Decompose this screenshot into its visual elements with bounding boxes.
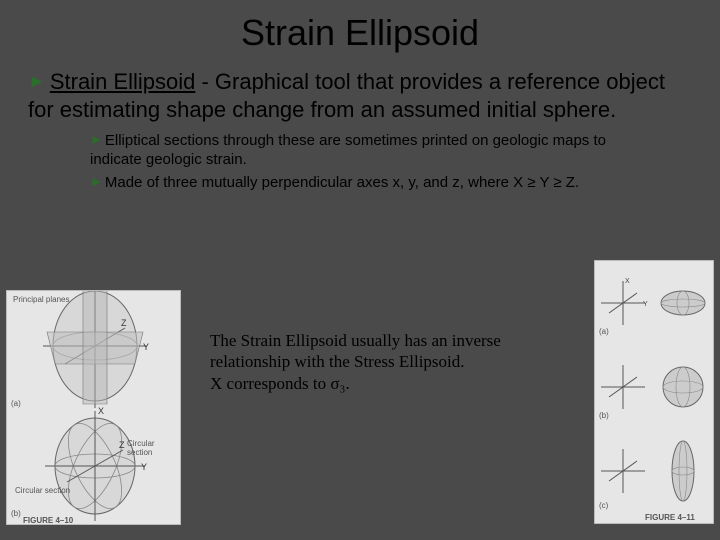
- figure-right: X Y (a) (b) (c): [594, 260, 714, 524]
- svg-text:X: X: [625, 278, 630, 285]
- fig-label-a: (a): [11, 399, 21, 408]
- sub-bullet-1: ►Elliptical sections through these are s…: [90, 131, 660, 169]
- svg-text:Z: Z: [121, 318, 127, 328]
- bullet-arrow-icon: ►: [90, 174, 103, 191]
- note-line-2: X corresponds to σ₃.: [210, 374, 350, 393]
- main-bullet: ►Strain Ellipsoid - Graphical tool that …: [28, 68, 690, 123]
- fig-r-a: (a): [599, 327, 609, 336]
- bullet-arrow-icon: ►: [28, 70, 46, 93]
- fig-label-b: (b): [11, 509, 21, 518]
- term: Strain Ellipsoid: [50, 69, 196, 94]
- figure-left: X Y Z X Y Z Principal planes (a) Circula…: [6, 290, 181, 525]
- fig-label-circ-r: Circular section: [127, 439, 180, 457]
- sub-bullet-2: ►Made of three mutually perpendicular ax…: [90, 173, 660, 192]
- svg-text:Y: Y: [643, 301, 648, 308]
- sub-text-2: Made of three mutually perpendicular axe…: [105, 174, 579, 191]
- svg-text:X: X: [98, 406, 104, 416]
- ellipsoid-states-icon: X Y: [595, 261, 715, 525]
- fig-label-circ-l: Circular section: [15, 486, 70, 495]
- note-text: The Strain Ellipsoid usually has an inve…: [210, 330, 550, 394]
- svg-text:Z: Z: [119, 440, 125, 450]
- svg-text:Y: Y: [143, 342, 149, 352]
- sub-bullet-list: ►Elliptical sections through these are s…: [90, 131, 660, 193]
- bullet-arrow-icon: ►: [90, 132, 103, 149]
- fig-r-b: (b): [599, 411, 609, 420]
- svg-text:Y: Y: [141, 462, 147, 472]
- note-line-1: The Strain Ellipsoid usually has an inve…: [210, 331, 501, 371]
- fig-caption-right: FIGURE 4–11: [645, 513, 695, 522]
- slide-title: Strain Ellipsoid: [0, 0, 720, 54]
- fig-caption-left: FIGURE 4–10: [23, 516, 73, 525]
- sub-text-1: Elliptical sections through these are so…: [90, 132, 606, 168]
- fig-label-principal: Principal planes: [13, 295, 69, 304]
- fig-r-c: (c): [599, 501, 608, 510]
